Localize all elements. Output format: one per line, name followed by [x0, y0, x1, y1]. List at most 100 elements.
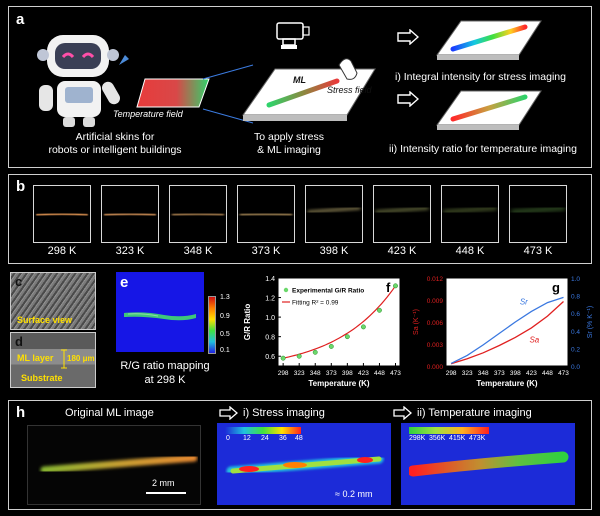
temperature-frame-label: 473 K: [523, 245, 553, 257]
x-tick-label: 423: [358, 370, 369, 377]
stress-colorbar: [225, 427, 301, 434]
y-right-tick-label: 0.0: [571, 364, 580, 371]
stress-map: 0 12 24 36 48 ≈ 0.2 mm: [217, 423, 391, 505]
temperature-frame-label: 348 K: [183, 245, 213, 257]
panel-g-label: g: [552, 280, 560, 295]
panel-h-label: h: [16, 404, 26, 421]
panel-c: c Surface view: [10, 272, 96, 330]
caption-left-line1: Artificial skins for: [75, 131, 155, 143]
fitting-curve: [282, 285, 396, 359]
ratio-map-strip: [124, 312, 196, 321]
thickness-scale: 180 μm: [67, 354, 95, 363]
scale-bar-label: 2 mm: [152, 478, 175, 488]
result-temperature-imaging: ii) Intensity ratio for temperature imag…: [389, 143, 577, 155]
y-right-tick-label: 0.4: [571, 329, 580, 336]
series-label: Sa: [529, 336, 539, 345]
arrow-icon: [219, 406, 238, 420]
panel-e: e: [116, 272, 204, 352]
robot-illustration: [37, 35, 129, 127]
y-right-tick-label: 1.0: [571, 276, 580, 283]
thickness-marker: [61, 349, 67, 369]
legend-entry: Fitting R² = 0.99: [292, 300, 339, 307]
panel-a-label: a: [16, 11, 25, 28]
y-right-tick-label: 0.6: [571, 311, 580, 318]
x-axis-label: Temperature (K): [476, 379, 538, 388]
x-tick-label: 473: [390, 370, 401, 377]
legend-marker: [283, 287, 289, 293]
colorbar: [208, 296, 216, 354]
ml-strip-glow: [239, 212, 293, 217]
temperature-frame: [305, 185, 363, 243]
arrow-icon: [393, 406, 412, 420]
stress-tick: 36: [279, 435, 287, 442]
y-left-tick-label: 0.003: [427, 342, 444, 349]
original-ml-strip: [40, 454, 198, 474]
x-tick-label: 373: [326, 370, 337, 377]
caption-mid-line1: To apply stress: [253, 131, 325, 143]
colorbar-tick: 0.1: [220, 347, 230, 354]
ml-strip-glow: [36, 213, 88, 216]
x-tick-label: 323: [294, 370, 305, 377]
series-line-sa: [450, 301, 564, 365]
temperature-frame-label: 373 K: [251, 245, 281, 257]
temperature-frame: [441, 185, 499, 243]
temperature-frame: [33, 185, 91, 243]
x-axis-label: Temperature (K): [308, 379, 370, 388]
stress-imaging-title: i) Stress imaging: [243, 407, 325, 419]
ratio-map-caption-line2: at 298 K: [144, 374, 186, 386]
original-ml-title: Original ML image: [65, 407, 154, 419]
data-point: [360, 324, 366, 330]
ml-strip-glow: [375, 206, 429, 214]
x-tick-label: 398: [510, 370, 521, 377]
temperature-frame: [509, 185, 567, 243]
temperature-strip: [409, 451, 569, 477]
panel-b-label: b: [16, 178, 26, 195]
result-stress-imaging: i) Integral intensity for stress imaging: [395, 71, 566, 83]
temperature-map: 298K 356K 415K 473K: [401, 423, 575, 505]
panel-d: d ML layer 180 μm Substrate: [10, 332, 96, 388]
temperature-tick: 473K: [469, 435, 486, 442]
ml-strip-glow: [510, 205, 566, 215]
data-point: [393, 283, 398, 289]
ml-strip-glow: [443, 206, 497, 214]
temperature-frame: [237, 185, 295, 243]
temperature-tick: 356K: [429, 435, 446, 442]
y-tick-label: 0.8: [265, 335, 275, 342]
ml-plate: [242, 58, 376, 121]
sensitivity-chart: 0.000 0.003 0.006 0.009 0.012 0.0 0.2 0.4 0.6 0.8…: [413, 276, 594, 388]
temperature-frame: [101, 185, 159, 243]
panel-c-label: c: [15, 274, 23, 289]
temperature-result-plate: [436, 90, 542, 130]
panel-h: h Original ML image i) Stress imaging ii…: [8, 400, 592, 510]
temperature-frame: [169, 185, 227, 243]
y-left-tick-label: 0.012: [427, 276, 444, 283]
plot-area: [277, 277, 401, 367]
temperature-frame-label: 298 K: [47, 245, 77, 257]
stamp-device-icon: [276, 22, 310, 49]
stress-tick: 12: [243, 435, 251, 442]
temperature-frame-label: 423 K: [387, 245, 417, 257]
ml-strip-glow: [171, 212, 225, 217]
caption-mid-line2: & ML imaging: [257, 144, 321, 156]
temperature-field-label: Temperature field: [113, 109, 183, 119]
ml-strip-glow: [103, 212, 157, 217]
substrate-label: Substrate: [21, 373, 63, 383]
temperature-frame: [373, 185, 431, 243]
data-point: [296, 353, 302, 359]
panel-b: b 298 K 323 K 348 K 373 K 398 K 423 K 44…: [8, 174, 592, 264]
stress-tick: 0: [226, 435, 230, 442]
temperature-frame-label: 398 K: [319, 245, 349, 257]
y-tick-label: 0.6: [265, 354, 275, 361]
panel-d-label: d: [15, 334, 23, 349]
temperature-imaging-title: ii) Temperature imaging: [417, 407, 532, 419]
x-tick-label: 473: [558, 370, 569, 377]
y-right-tick-label: 0.2: [571, 346, 580, 353]
x-tick-label: 348: [310, 370, 321, 377]
x-tick-label: 348: [478, 370, 489, 377]
y-left-tick-label: 0.000: [427, 364, 444, 371]
y-left-axis-label: Sa (K⁻¹): [413, 309, 420, 335]
stress-tick: 24: [261, 435, 269, 442]
x-tick-label: 298: [278, 370, 289, 377]
stress-field-label: Stress field: [327, 85, 372, 95]
x-tick-label: 448: [374, 370, 385, 377]
